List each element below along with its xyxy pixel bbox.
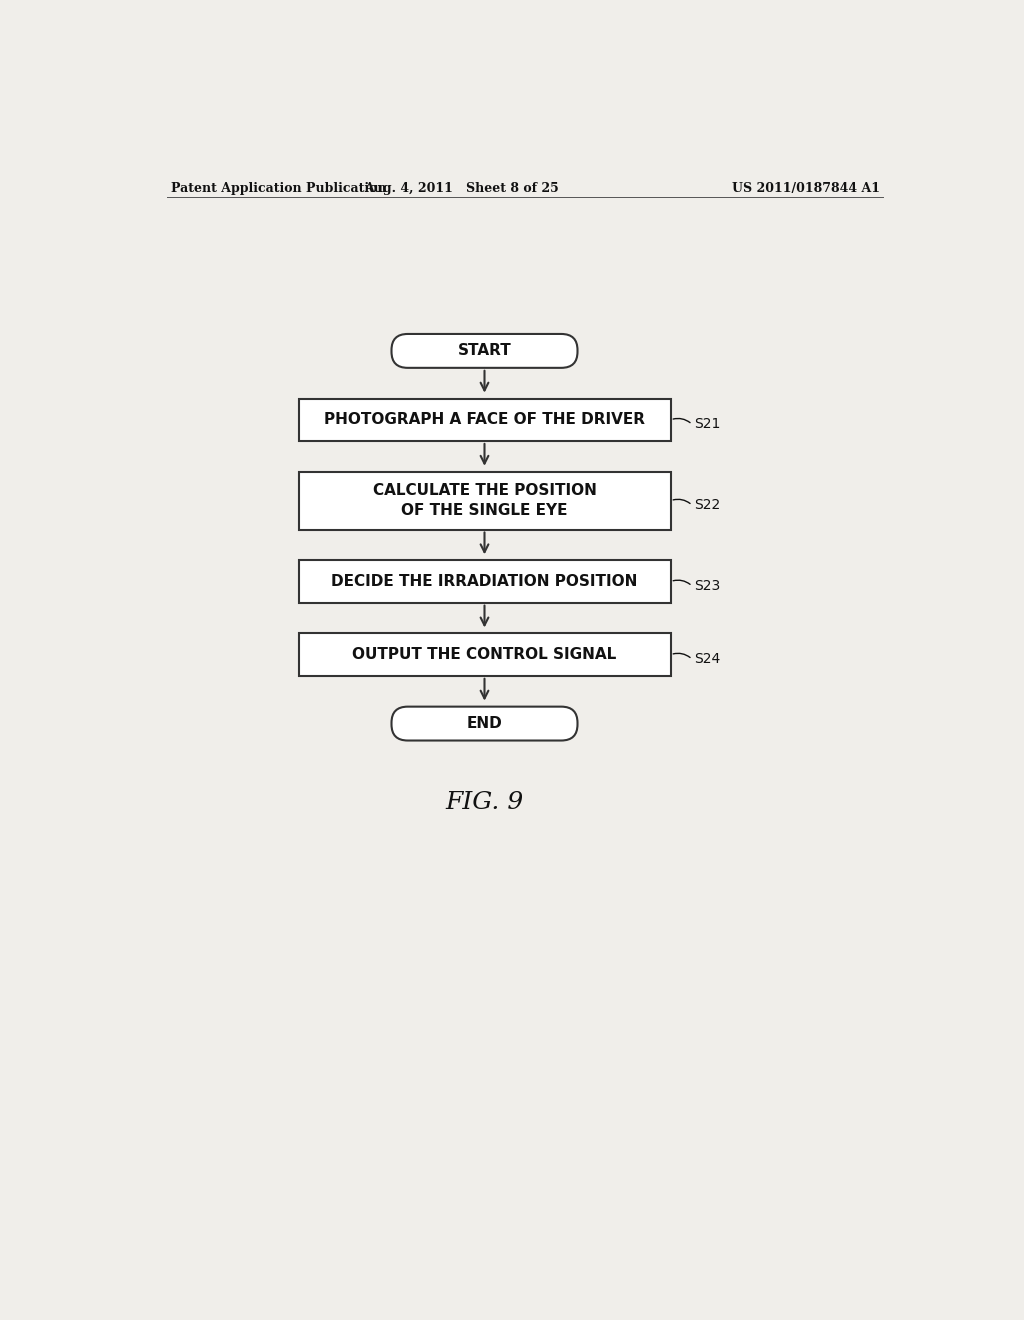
Text: Patent Application Publication: Patent Application Publication: [171, 182, 386, 194]
Text: S22: S22: [693, 498, 720, 512]
FancyBboxPatch shape: [299, 634, 671, 676]
FancyBboxPatch shape: [299, 399, 671, 441]
Text: DECIDE THE IRRADIATION POSITION: DECIDE THE IRRADIATION POSITION: [332, 574, 638, 589]
Text: S21: S21: [693, 417, 720, 432]
Text: S24: S24: [693, 652, 720, 667]
Text: Aug. 4, 2011   Sheet 8 of 25: Aug. 4, 2011 Sheet 8 of 25: [364, 182, 559, 194]
Text: END: END: [467, 715, 503, 731]
FancyBboxPatch shape: [391, 706, 578, 741]
Text: S23: S23: [693, 579, 720, 593]
Text: OUTPUT THE CONTROL SIGNAL: OUTPUT THE CONTROL SIGNAL: [352, 647, 616, 663]
FancyBboxPatch shape: [391, 334, 578, 368]
Text: CALCULATE THE POSITION
OF THE SINGLE EYE: CALCULATE THE POSITION OF THE SINGLE EYE: [373, 483, 596, 517]
Text: FIG. 9: FIG. 9: [445, 791, 523, 813]
Text: US 2011/0187844 A1: US 2011/0187844 A1: [732, 182, 880, 194]
Text: START: START: [458, 343, 511, 359]
FancyBboxPatch shape: [299, 471, 671, 529]
FancyBboxPatch shape: [299, 561, 671, 603]
Text: PHOTOGRAPH A FACE OF THE DRIVER: PHOTOGRAPH A FACE OF THE DRIVER: [324, 412, 645, 428]
